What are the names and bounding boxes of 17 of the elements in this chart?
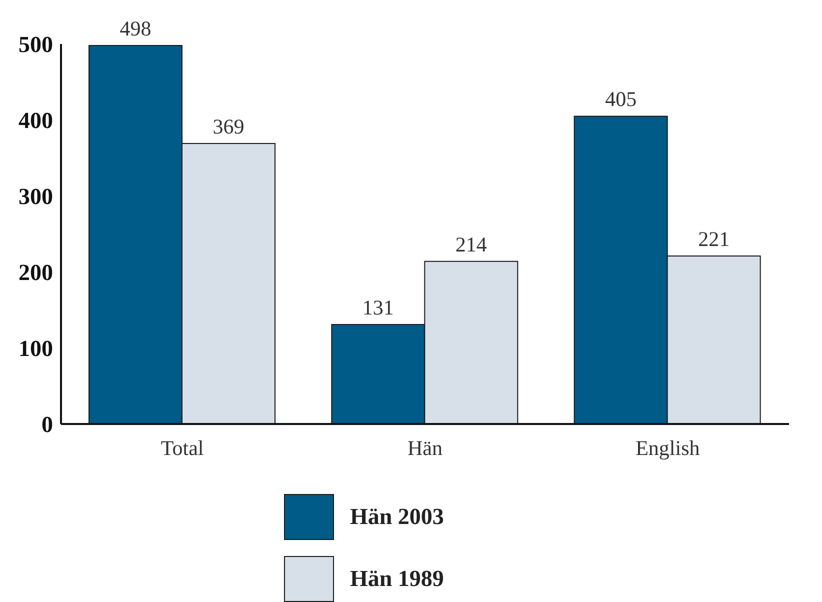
data-label: 369	[212, 114, 244, 139]
data-label: 221	[698, 227, 730, 252]
x-tick-label: Total	[160, 436, 204, 460]
x-tick-label: Hän	[408, 436, 443, 460]
data-label: 498	[120, 16, 152, 41]
legend-label: Hän 1989	[350, 566, 444, 592]
data-label: 214	[455, 232, 488, 256]
x-tick-label: English	[636, 436, 700, 460]
y-tick-label: 500	[18, 32, 53, 58]
data-label: 131	[362, 295, 394, 320]
data-label: 405	[605, 87, 637, 112]
legend-label: Hän 2003	[350, 504, 444, 530]
y-tick-label: 200	[18, 260, 53, 286]
y-tick-label: 300	[18, 184, 53, 210]
y-tick-label: 100	[18, 336, 53, 362]
y-tick-label: 0	[42, 412, 53, 438]
y-tick-label: 400	[18, 108, 53, 134]
